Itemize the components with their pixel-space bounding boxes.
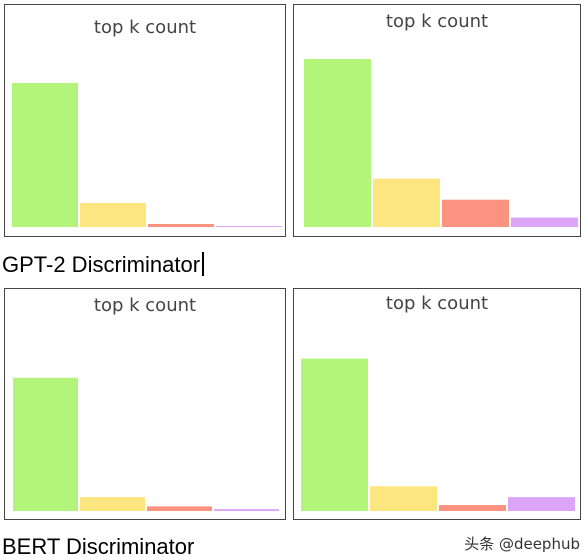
- chart-3-bar-3: [147, 506, 212, 511]
- chart-2-bar-3: [442, 199, 509, 227]
- chart-panel-3: top k count: [4, 288, 286, 520]
- chart-1-bar-4: [216, 226, 282, 227]
- chart-2-bar-1: [304, 59, 371, 227]
- chart-4-bar-4: [508, 497, 575, 511]
- chart-panel-2: top k count: [293, 4, 581, 237]
- chart-1-title: top k count: [93, 17, 197, 38]
- chart-4-bar-2: [370, 486, 437, 511]
- chart-4-svg: [301, 358, 575, 511]
- chart-1-svg: [12, 83, 282, 227]
- chart-1-bar-2: [80, 203, 146, 227]
- chart-3-title: top k count: [93, 295, 197, 316]
- section-label-gpt2[interactable]: GPT-2 Discriminator: [2, 252, 205, 278]
- chart-2-bar-4: [511, 217, 578, 227]
- chart-panel-4: top k count: [293, 288, 581, 520]
- chart-2-svg: [304, 59, 578, 227]
- chart-1-bar-1: [12, 83, 78, 227]
- chart-3-bar-4: [214, 509, 279, 511]
- chart-3-bar-1: [13, 377, 78, 511]
- chart-4-bar-3: [439, 505, 506, 511]
- chart-3-bar-2: [80, 497, 145, 511]
- chart-1-bar-3: [148, 224, 214, 227]
- chart-panel-1: top k count: [4, 4, 286, 237]
- text-cursor: [202, 252, 205, 276]
- watermark: 头条 @deephub: [464, 535, 580, 553]
- section-label-bert: BERT Discriminator: [2, 534, 195, 559]
- chart-2-title: top k count: [385, 11, 489, 32]
- chart-4-title: top k count: [385, 293, 489, 314]
- chart-2-bar-2: [373, 178, 440, 227]
- section-label-gpt2-text: GPT-2 Discriminator: [2, 252, 201, 277]
- chart-4-bar-1: [301, 358, 368, 511]
- chart-3-svg: [13, 377, 279, 511]
